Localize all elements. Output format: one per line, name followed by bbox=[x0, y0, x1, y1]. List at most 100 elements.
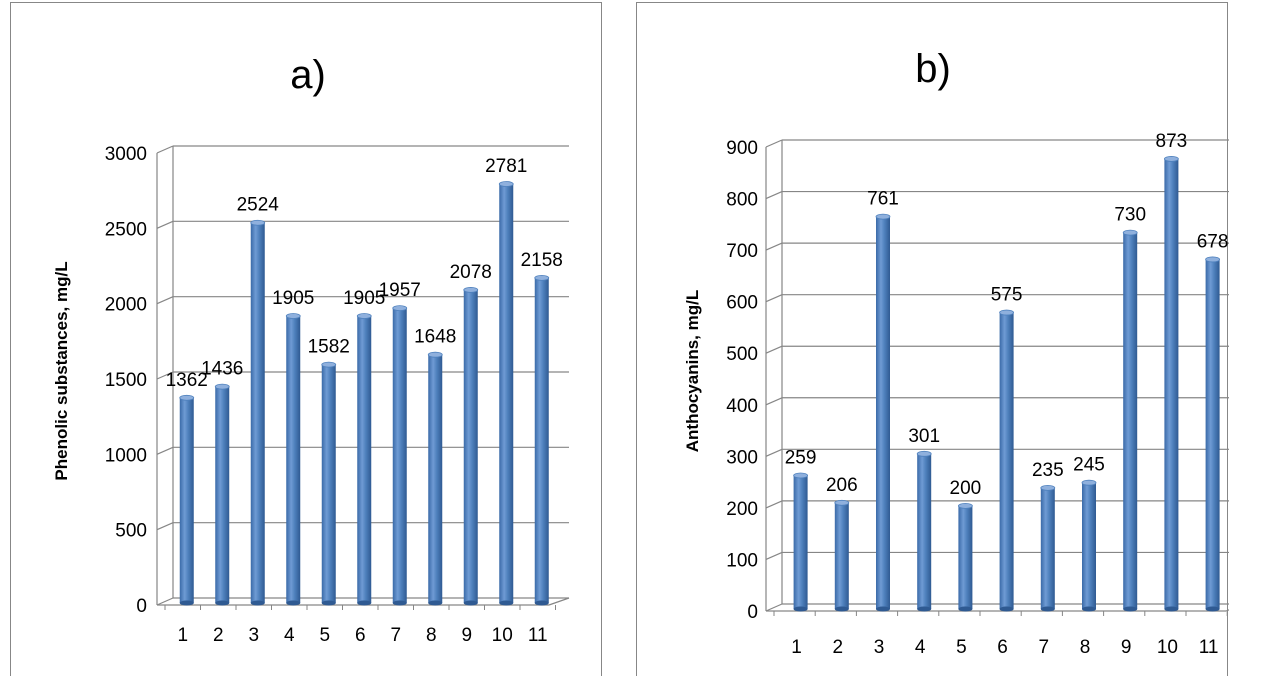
chart-b-side-gridline bbox=[765, 397, 783, 406]
chart-b-bar bbox=[793, 472, 808, 612]
chart-b-side-gridline bbox=[765, 551, 783, 560]
chart-b-x-tick-label: 4 bbox=[915, 637, 926, 658]
chart-a-bar bbox=[356, 313, 372, 606]
chart-b-y-tick-label: 600 bbox=[726, 293, 758, 314]
chart-a-y-tick-label: 500 bbox=[115, 521, 147, 542]
chart-a-side-gridline bbox=[156, 522, 174, 531]
chart-b-bar bbox=[1081, 479, 1097, 612]
chart-a-side-gridline bbox=[156, 296, 174, 305]
chart-b-x-tick-label: 8 bbox=[1080, 637, 1091, 658]
chart-a-plot: 0 500 1000 1500 2000 2500 3000 1362 1 1436 2 2524 3 1… bbox=[52, 53, 570, 646]
chart-b-side-gridline bbox=[765, 603, 783, 612]
chart-b-bar bbox=[999, 309, 1014, 612]
chart-a-y-tick-label: 1500 bbox=[105, 370, 147, 391]
chart-a-data-label: 1436 bbox=[201, 359, 243, 380]
chart-b-bar bbox=[1164, 156, 1179, 612]
chart-a-y-tick-label: 0 bbox=[136, 596, 147, 617]
chart-b-y-tick-label: 0 bbox=[747, 602, 758, 623]
chart-panel-b: 0 100 200 300 400 500 600 700 800 900 259 1 206 2 761 3… bbox=[636, 2, 1229, 676]
chart-b-x-tick-label: 9 bbox=[1121, 637, 1132, 658]
chart-b-x-tick-label: 7 bbox=[1039, 637, 1050, 658]
chart-b-side-gridline bbox=[765, 139, 783, 148]
chart-b-y-axis-label: Anthocyanins, mg/L bbox=[683, 290, 702, 452]
chart-a-data-label: 2781 bbox=[485, 156, 527, 177]
chart-b-data-label: 678 bbox=[1197, 231, 1229, 252]
chart-panel-a: 0 500 1000 1500 2000 2500 3000 1362 1 1436 2 2524 3 1… bbox=[10, 2, 602, 676]
chart-b-data-label: 259 bbox=[785, 447, 817, 468]
chart-a-data-label: 1957 bbox=[379, 280, 421, 301]
chart-a-data-label: 1362 bbox=[166, 370, 208, 391]
chart-a-bar bbox=[463, 287, 479, 606]
chart-b-data-label: 575 bbox=[991, 285, 1023, 306]
chart-a-data-label: 1582 bbox=[308, 337, 350, 358]
chart-b-y-tick-label: 800 bbox=[726, 190, 758, 211]
chart-b-y-tick-label: 400 bbox=[726, 396, 758, 417]
chart-a-bar bbox=[534, 274, 550, 606]
chart-b-y-tick-label: 900 bbox=[726, 138, 758, 159]
chart-a-x-tick-label: 6 bbox=[355, 625, 366, 646]
chart-a-svg: 0 500 1000 1500 2000 2500 3000 1362 1 1436 2 2524 3 1… bbox=[52, 53, 570, 646]
chart-a-y-axis-label: Phenolic substances, mg/L bbox=[52, 261, 71, 480]
chart-b-x-tick-label: 3 bbox=[874, 637, 885, 658]
chart-a-data-label: 2078 bbox=[450, 262, 492, 283]
chart-b-title: b) bbox=[915, 47, 951, 91]
chart-a-data-label: 1648 bbox=[414, 327, 456, 348]
chart-b-bar bbox=[1122, 229, 1138, 612]
chart-b-side-gridline bbox=[765, 191, 783, 200]
chart-b-floor-edge bbox=[1225, 609, 1229, 612]
chart-a-x-tick-label: 9 bbox=[461, 625, 472, 646]
chart-b-x-tick-label: 2 bbox=[833, 637, 844, 658]
chart-b-side-gridline bbox=[765, 294, 783, 303]
chart-b-plot: 0 100 200 300 400 500 600 700 800 900 259 1 206 2 761 3… bbox=[683, 47, 1229, 658]
chart-b-data-label: 301 bbox=[908, 426, 940, 447]
chart-b-data-label: 245 bbox=[1073, 455, 1105, 476]
chart-b-bar bbox=[1205, 256, 1220, 612]
chart-b-x-tick-label: 5 bbox=[956, 637, 967, 658]
chart-b-data-label: 730 bbox=[1114, 205, 1146, 226]
chart-b-x-tick-label: 1 bbox=[791, 637, 802, 658]
chart-b-data-label: 761 bbox=[867, 189, 899, 210]
chart-b-x-tick-label: 10 bbox=[1157, 637, 1178, 658]
chart-a-side-gridline bbox=[156, 446, 174, 455]
chart-a-y-tick-label: 2000 bbox=[105, 295, 147, 316]
chart-a-y-tick-label: 3000 bbox=[105, 144, 147, 165]
chart-a-bar bbox=[498, 181, 514, 606]
chart-a-bar bbox=[285, 313, 301, 606]
chart-b-svg: 0 100 200 300 400 500 600 700 800 900 259 1 206 2 761 3… bbox=[683, 47, 1229, 658]
chart-a-side-gridline bbox=[156, 371, 174, 380]
chart-a-bar bbox=[250, 219, 266, 606]
chart-b-data-label: 873 bbox=[1156, 131, 1188, 152]
chart-b-bar bbox=[958, 502, 973, 612]
chart-a-bar bbox=[179, 394, 195, 606]
chart-b-bar bbox=[916, 450, 932, 612]
chart-b-x-tick-label: 6 bbox=[997, 637, 1008, 658]
chart-a-x-tick-label: 3 bbox=[248, 625, 259, 646]
chart-a-x-tick-label: 8 bbox=[426, 625, 437, 646]
chart-b-y-tick-label: 200 bbox=[726, 499, 758, 520]
chart-a-bar bbox=[214, 383, 230, 606]
chart-b-side-gridline bbox=[765, 448, 783, 457]
chart-a-side-gridline bbox=[156, 597, 174, 606]
chart-a-x-tick-label: 4 bbox=[284, 625, 295, 646]
chart-a-x-tick-label: 5 bbox=[319, 625, 330, 646]
chart-a-bar bbox=[392, 305, 408, 606]
chart-a-y-tick-label: 2500 bbox=[105, 219, 147, 240]
chart-a-y-tick-label: 1000 bbox=[105, 445, 147, 466]
chart-a-data-label: 2524 bbox=[237, 195, 280, 216]
chart-a-x-tick-label: 2 bbox=[213, 625, 224, 646]
chart-b-side-gridline bbox=[765, 500, 783, 509]
chart-a-data-label: 1905 bbox=[272, 288, 314, 309]
chart-a-bar bbox=[321, 361, 337, 606]
chart-b-bar bbox=[834, 499, 850, 612]
chart-b-side-gridline bbox=[765, 242, 783, 251]
chart-a-x-tick-label: 7 bbox=[390, 625, 401, 646]
chart-a-data-label: 2158 bbox=[521, 250, 563, 271]
chart-b-side-gridline bbox=[765, 345, 783, 354]
chart-b-data-label: 206 bbox=[826, 475, 858, 496]
chart-b-y-tick-label: 100 bbox=[726, 550, 758, 571]
chart-b-data-label: 235 bbox=[1032, 460, 1064, 481]
chart-a-bar bbox=[427, 351, 443, 606]
chart-a-side-gridline bbox=[156, 145, 174, 154]
chart-b-y-tick-label: 700 bbox=[726, 241, 758, 262]
chart-a-x-tick-label: 1 bbox=[177, 625, 188, 646]
